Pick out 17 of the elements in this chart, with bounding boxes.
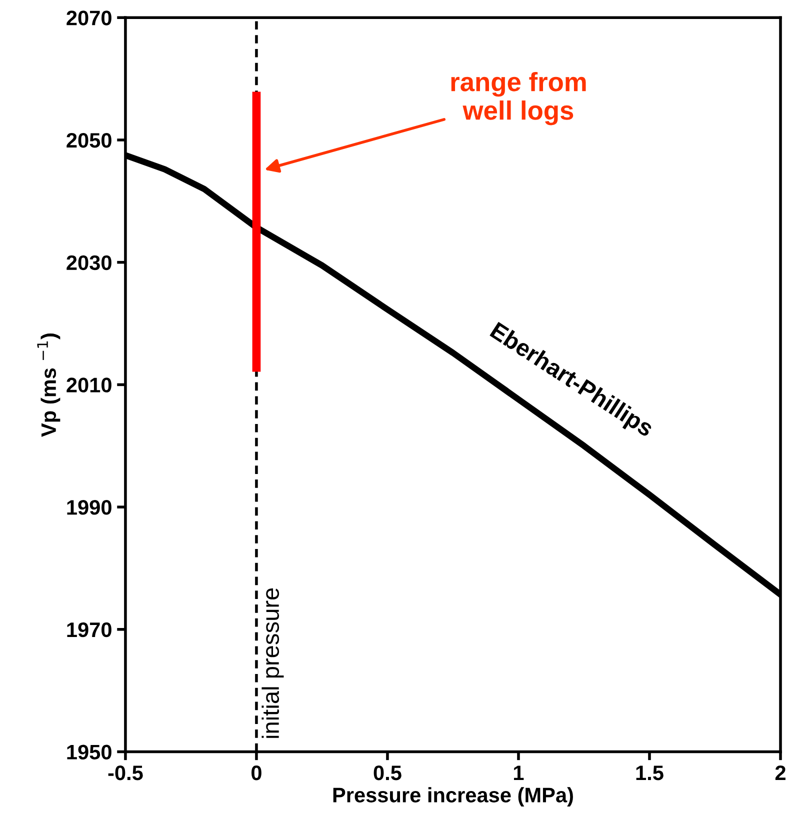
ref-line-label: initial pressure (262, 588, 284, 738)
x-tick-label: 0 (251, 765, 262, 780)
y-tick-label: 1970 (67, 622, 112, 638)
y-tick-label: 2030 (66, 255, 112, 270)
y-tick-label: 2070 (66, 10, 112, 26)
x-tick-label: 2 (775, 765, 786, 780)
x-tick-label: 0.5 (374, 765, 402, 780)
x-tick-label: -0.5 (108, 765, 143, 780)
x-tick-label: 1.5 (636, 766, 664, 780)
y-tick-label: 1950 (67, 744, 112, 760)
y-tick-label: 2010 (66, 378, 112, 392)
y-tick-label: 1990 (67, 500, 112, 515)
annotation: range from well logs (451, 72, 586, 126)
y-axis-title: Vp (ms $^{−1}$) (37, 334, 60, 437)
y-tick-label: 2050 (66, 132, 112, 148)
x-axis-title: Pressure increase (MPa) (333, 787, 573, 807)
x-tick-label: 1 (514, 766, 524, 780)
